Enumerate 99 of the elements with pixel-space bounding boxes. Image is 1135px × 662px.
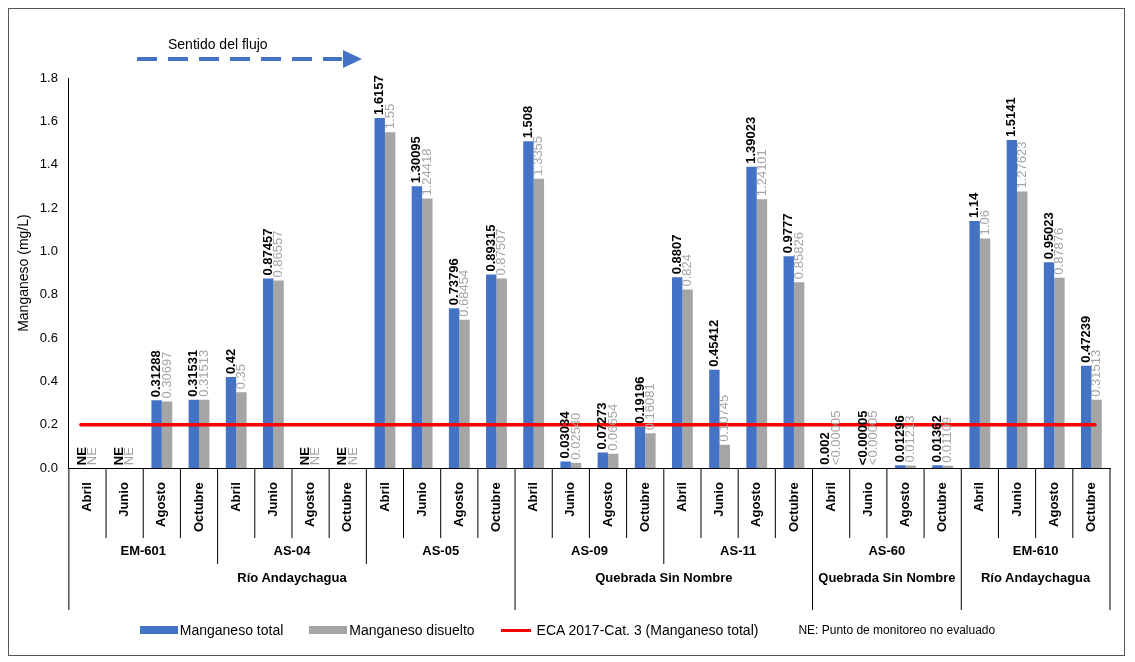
- x-tick-label: Octubre: [339, 482, 355, 532]
- y-tick-label: 1.4: [39, 156, 58, 172]
- x-tick-label: Abril: [79, 482, 95, 512]
- x-tick-label: Abril: [822, 482, 838, 512]
- bar: [597, 452, 609, 469]
- bar: [384, 132, 396, 469]
- y-tick-label: 0.2: [39, 416, 58, 432]
- x-tick-label: Abril: [227, 482, 243, 512]
- bar: [374, 117, 385, 469]
- x-tick-label: Abril: [525, 482, 541, 512]
- bar: [273, 280, 284, 469]
- bar: [932, 465, 943, 469]
- text: EM-610: [1012, 542, 1059, 558]
- bar: [533, 178, 545, 469]
- bar: [895, 465, 906, 469]
- bar: [793, 282, 805, 469]
- x-tick-label: Abril: [376, 482, 392, 512]
- text: AS-60: [868, 542, 906, 558]
- bar: [1081, 365, 1092, 469]
- bar: [756, 199, 768, 469]
- x-tick-label: Octubre: [785, 482, 801, 532]
- legend-label: Manganeso total: [178, 622, 284, 638]
- data-label: 0.87876: [1051, 227, 1067, 275]
- y-tick-label: 0.6: [39, 329, 58, 345]
- x-tick-label: Agosto: [599, 482, 615, 527]
- legend-label: Manganeso disuelto: [348, 622, 475, 638]
- x-tick-label: Octubre: [488, 482, 504, 532]
- bar: [1054, 277, 1065, 469]
- text: AS-04: [273, 542, 312, 558]
- y-tick-label: 1.6: [39, 112, 58, 128]
- y-axis-title: Manganeso (mg/L): [15, 214, 32, 332]
- x-tick-label: Agosto: [302, 482, 318, 527]
- bar: [188, 399, 200, 469]
- text: Río Andaychagua: [980, 569, 1092, 585]
- bar: [151, 400, 162, 469]
- y-tick-label: 1.0: [39, 242, 58, 258]
- bar: [682, 289, 693, 469]
- text: Quebrada Sin Nombre: [818, 569, 956, 585]
- x-tick-label: Junio: [413, 482, 429, 517]
- data-label: 1.27623: [1013, 141, 1029, 189]
- data-label: 0.68454: [456, 269, 472, 317]
- x-tick-label: Octubre: [1082, 482, 1098, 532]
- x-tick-label: Junio: [711, 482, 727, 517]
- bar: [411, 186, 423, 469]
- data-label: 0.10745: [716, 394, 732, 442]
- bar: [746, 166, 757, 469]
- bar: [560, 461, 571, 469]
- bar: [671, 277, 683, 469]
- bar: [459, 319, 470, 469]
- bar: [783, 256, 794, 469]
- y-tick-label: 0.0: [39, 459, 58, 475]
- bar: [719, 444, 730, 469]
- x-tick-label: Octubre: [636, 482, 652, 532]
- text: AS-05: [422, 542, 460, 558]
- bar: [199, 399, 210, 469]
- bar: [422, 198, 433, 469]
- y-tick-label: 1.2: [39, 199, 58, 215]
- x-tick-label: Agosto: [897, 482, 913, 527]
- text: Río Andaychagua: [237, 569, 348, 585]
- x-tick-label: Abril: [673, 482, 689, 512]
- x-tick-label: Junio: [562, 482, 578, 517]
- x-tick-label: Agosto: [748, 482, 764, 527]
- bar: [1006, 139, 1018, 469]
- bar: [1017, 191, 1028, 469]
- bar: [523, 141, 534, 469]
- x-tick-label: Junio: [116, 482, 132, 517]
- text: AS-09: [571, 542, 608, 558]
- data-label: <0.00005: [865, 410, 881, 466]
- legend-label: ECA 2017-Cat. 3 (Manganeso total): [535, 622, 759, 638]
- text: EM-601: [120, 542, 166, 558]
- bar: [262, 278, 274, 469]
- x-tick-label: Abril: [971, 482, 987, 512]
- bar: [1091, 399, 1102, 469]
- y-tick-label: 1.8: [39, 69, 58, 85]
- x-tick-label: Junio: [264, 482, 280, 517]
- x-tick-label: Junio: [1008, 482, 1024, 517]
- text: Quebrada Sin Nombre: [595, 569, 733, 585]
- bar: [496, 278, 507, 469]
- x-tick-label: Agosto: [450, 482, 466, 527]
- text: AS-11: [720, 542, 757, 558]
- x-tick-label: Agosto: [1045, 482, 1061, 527]
- bar: [979, 238, 991, 469]
- bar: [236, 392, 247, 469]
- data-label: 1.508: [520, 105, 536, 139]
- bar: [645, 433, 656, 469]
- data-label: 1.5141: [1003, 97, 1019, 137]
- text: Sentido del flujo: [168, 36, 268, 52]
- x-tick-label: Agosto: [153, 482, 169, 527]
- bar: [608, 453, 619, 469]
- text: NE: Punto de monitoreo no evaluado: [798, 623, 996, 637]
- x-tick-label: Octubre: [934, 482, 950, 532]
- x-tick-label: Octubre: [190, 482, 206, 532]
- y-tick-label: 0.4: [39, 373, 58, 389]
- data-label: 0.45412: [705, 319, 721, 367]
- bar: [486, 274, 497, 469]
- bar: [969, 221, 980, 469]
- bar: [709, 369, 720, 469]
- x-tick-label: Junio: [859, 482, 875, 517]
- y-tick-label: 0.8: [39, 286, 58, 302]
